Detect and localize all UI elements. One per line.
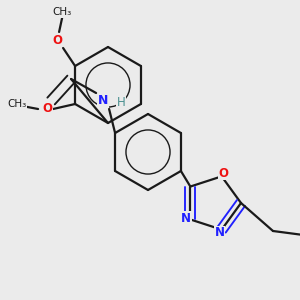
Text: N: N <box>98 94 108 107</box>
Text: H: H <box>117 97 125 110</box>
Text: CH₃: CH₃ <box>52 7 72 17</box>
Text: CH₃: CH₃ <box>8 99 27 109</box>
Text: N: N <box>181 212 191 225</box>
Text: O: O <box>42 103 52 116</box>
Text: N: N <box>215 226 225 239</box>
Text: O: O <box>52 34 62 46</box>
Text: O: O <box>42 103 52 116</box>
Text: O: O <box>219 167 229 180</box>
